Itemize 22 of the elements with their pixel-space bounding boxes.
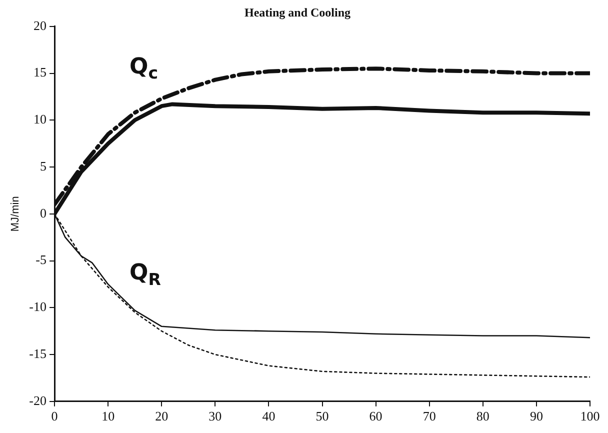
chart-title: Heating and Cooling [244,5,351,20]
x-tick-label: 70 [422,408,436,424]
y-tick-label: 15 [34,64,47,80]
y-tick-label: 10 [34,112,47,127]
x-tick-label: 60 [369,408,382,424]
x-tick-label: 10 [102,408,115,424]
x-tick-label: 80 [476,408,490,424]
x-tick-label: 20 [155,408,168,424]
x-tick-label: 100 [580,408,600,424]
x-tick-label: 90 [530,408,543,424]
y-tick-label: 5 [40,158,47,174]
y-tick-label: 20 [34,18,47,33]
x-tick-label: 0 [51,408,58,424]
y-tick-label: -5 [36,252,47,268]
y-tick-label: -20 [29,392,47,408]
y-tick-label: 0 [40,205,47,220]
y-tick-label: -15 [29,346,47,361]
x-tick-label: 40 [262,408,276,424]
y-axis-title: MJ/min [10,196,22,232]
x-tick-label: 50 [316,408,329,424]
y-tick-label: -10 [29,299,47,314]
x-tick-label: 30 [208,408,222,424]
